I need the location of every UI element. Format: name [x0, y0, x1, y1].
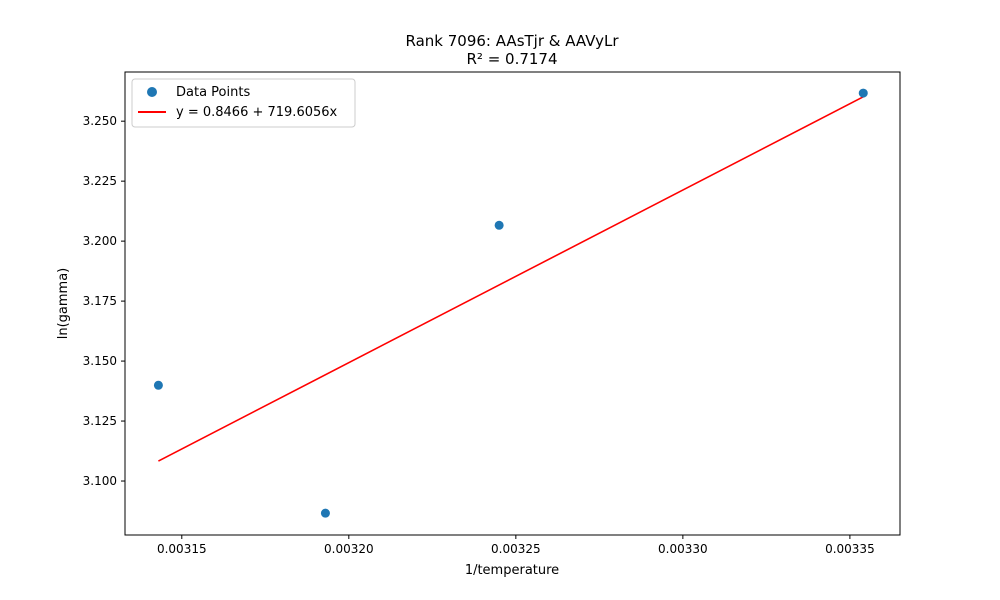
data-point: [858, 88, 868, 98]
x-axis-label: 1/temperature: [465, 563, 559, 578]
chart-subtitle: R² = 0.7174: [466, 50, 557, 68]
data-point: [494, 220, 504, 230]
y-tick-label: 3.125: [83, 414, 117, 428]
y-tick-label: 3.150: [83, 354, 117, 368]
y-tick-label: 3.225: [83, 174, 117, 188]
y-tick-label: 3.250: [83, 114, 117, 128]
y-axis-label: ln(gamma): [56, 268, 71, 340]
x-tick-label: 0.00325: [491, 542, 541, 556]
x-tick-label: 0.00315: [157, 542, 207, 556]
y-tick-label: 3.200: [83, 234, 117, 248]
x-tick-label: 0.00335: [825, 542, 875, 556]
x-tick-label: 0.00320: [324, 542, 374, 556]
y-tick-label: 3.100: [83, 474, 117, 488]
legend-label-fit-line: y = 0.8466 + 719.6056x: [176, 105, 338, 120]
data-point: [153, 380, 163, 390]
x-axis-ticks: 0.00315 0.00320 0.00325 0.00330 0.00335: [157, 535, 875, 556]
chart-title: Rank 7096: AAsTjr & AAVyLr: [406, 32, 620, 50]
plot-frame: [124, 71, 901, 536]
legend-marker-data-points: [147, 87, 157, 97]
legend: Data Points y = 0.8466 + 719.6056x: [131, 78, 356, 128]
legend-label-data-points: Data Points: [176, 85, 250, 100]
regression-line: [158, 96, 864, 462]
x-tick-label: 0.00330: [658, 542, 708, 556]
y-tick-label: 3.175: [83, 294, 117, 308]
legend-box: [131, 78, 356, 128]
data-point: [320, 508, 330, 518]
y-axis-ticks: 3.100 3.125 3.150 3.175 3.200 3.225 3.250: [83, 114, 125, 488]
series-layer: [153, 88, 868, 518]
